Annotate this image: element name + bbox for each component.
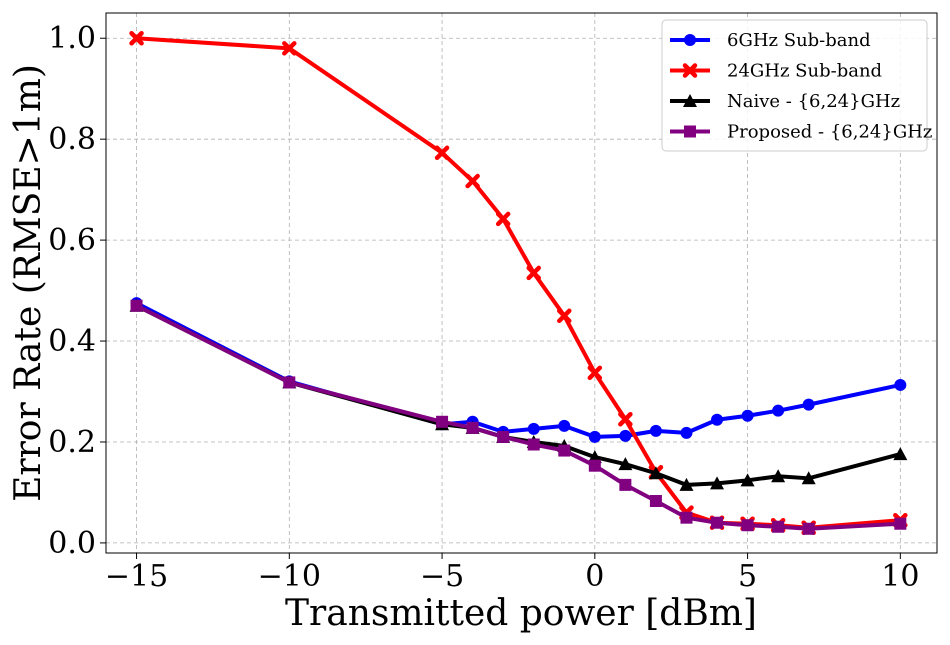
legend-item: 24GHz Sub-band [670, 61, 882, 82]
data-point [772, 520, 785, 533]
data-point [619, 429, 632, 442]
data-point [558, 444, 571, 457]
data-point [649, 424, 662, 437]
data-point [558, 419, 571, 432]
data-point [680, 511, 693, 524]
x-axis-label: Transmitted power [dBm] [285, 593, 757, 634]
data-point [619, 478, 632, 491]
series-line [135, 301, 901, 439]
x-tick-label: 10 [881, 559, 919, 594]
data-point [129, 30, 144, 46]
y-tick-label: 0.0 [48, 526, 96, 561]
data-point [771, 469, 786, 483]
legend-label: Proposed - {6,24}GHz [727, 122, 932, 143]
axis-ticks: −15 −10 −5 0 5 10 0.0 0.2 0.4 0.6 0.8 1.0 [48, 21, 919, 594]
series-line [135, 303, 901, 487]
data-point [130, 299, 143, 312]
data-point [282, 41, 297, 56]
data-point [527, 438, 540, 451]
data-point [894, 378, 907, 391]
data-point [772, 404, 785, 417]
series-proposed-6-24-ghz [130, 299, 907, 535]
y-tick-label: 0.2 [48, 425, 96, 460]
y-tick-label: 0.6 [48, 223, 96, 258]
legend-label: Naive - {6,24}GHz [727, 91, 900, 112]
data-point [802, 398, 815, 411]
data-point [587, 365, 603, 381]
data-point [497, 430, 510, 443]
data-point [893, 447, 908, 461]
y-tick-label: 0.8 [48, 122, 96, 157]
data-point [527, 422, 540, 435]
legend-marker [682, 63, 698, 78]
data-point [618, 412, 633, 427]
data-point [495, 211, 511, 227]
data-point [894, 517, 907, 530]
data-point [711, 516, 724, 529]
data-point [466, 421, 479, 434]
y-tick-label: 1.0 [48, 21, 96, 56]
data-point [618, 457, 633, 471]
data-point [740, 473, 755, 487]
y-axis-label: Error Rate (RMSE>1m) [8, 64, 49, 502]
legend-item: Naive - {6,24}GHz [670, 91, 900, 112]
data-point [283, 376, 296, 389]
series-naive-6-24-ghz [129, 298, 908, 491]
plot-frame [105, 12, 938, 554]
x-tick-label: −10 [258, 559, 321, 594]
data-point [649, 495, 662, 508]
legend-label: 6GHz Sub-band [727, 30, 871, 51]
data-point [588, 430, 601, 443]
legend-marker [684, 34, 696, 46]
data-point [710, 476, 725, 490]
data-point [436, 415, 449, 428]
legend-item: Proposed - {6,24}GHz [670, 122, 932, 143]
legend-frame [661, 19, 928, 152]
data-point [588, 459, 601, 472]
data-point [465, 173, 480, 189]
x-tick-label: −5 [420, 559, 464, 594]
legend: 6GHz Sub-band 24GHz Sub-band Naive - {6,24… [661, 19, 932, 152]
legend-label: 24GHz Sub-band [727, 61, 882, 82]
data-point [802, 522, 815, 535]
series-line [135, 303, 901, 531]
legend-item: 6GHz Sub-band [670, 30, 871, 51]
data-point [801, 471, 816, 485]
data-point [434, 145, 450, 161]
x-tick-label: −15 [105, 559, 168, 594]
data-point [680, 426, 693, 439]
data-point [711, 413, 724, 426]
legend-marker [684, 125, 696, 138]
legend-marker [683, 94, 697, 107]
data-point [526, 265, 541, 281]
series-layer [129, 30, 908, 536]
data-point [741, 519, 754, 532]
series-6ghz-sub-band [130, 297, 907, 443]
x-tick-label: 0 [585, 559, 604, 594]
data-point [557, 308, 572, 324]
data-point [679, 477, 694, 491]
y-tick-label: 0.4 [48, 324, 96, 359]
data-point [741, 409, 754, 422]
data-point [648, 466, 663, 480]
x-tick-label: 5 [738, 559, 757, 594]
